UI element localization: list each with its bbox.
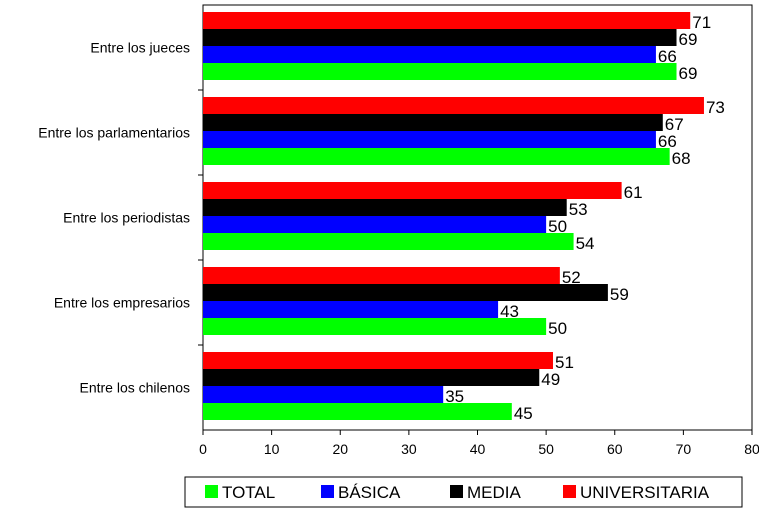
bar-universitaria xyxy=(203,182,622,199)
data-label: 73 xyxy=(706,98,725,117)
x-tick-label: 80 xyxy=(744,441,759,457)
data-label: 66 xyxy=(658,132,677,151)
bar-universitaria xyxy=(203,97,704,114)
data-label: 71 xyxy=(692,13,711,32)
data-label: 66 xyxy=(658,47,677,66)
bar-básica xyxy=(203,131,656,148)
data-label: 53 xyxy=(569,200,588,219)
bar-básica xyxy=(203,46,656,63)
legend-label: BÁSICA xyxy=(338,483,401,502)
data-label: 69 xyxy=(679,30,698,49)
data-label: 43 xyxy=(500,302,519,321)
bar-universitaria xyxy=(203,12,691,29)
data-label: 69 xyxy=(679,64,698,83)
data-label: 51 xyxy=(555,353,574,372)
bars xyxy=(203,12,704,420)
legend-label: TOTAL xyxy=(222,483,275,502)
data-label: 52 xyxy=(562,268,581,287)
x-tick-label: 30 xyxy=(401,441,417,457)
legend: TOTAL BÁSICA MEDIA UNIVERSITARIA xyxy=(184,476,743,508)
category-label: Entre los parlamentarios xyxy=(38,125,190,141)
data-label: 54 xyxy=(576,234,595,253)
bar-total xyxy=(203,233,574,250)
bar-total xyxy=(203,148,670,165)
bar-básica xyxy=(203,386,444,403)
bar-media xyxy=(203,114,663,131)
x-tick-label: 0 xyxy=(199,441,207,457)
bar-media xyxy=(203,369,540,386)
x-tick-label: 20 xyxy=(332,441,348,457)
data-label: 61 xyxy=(624,183,643,202)
bar-total xyxy=(203,63,677,80)
bar-media xyxy=(203,199,567,216)
data-label: 49 xyxy=(541,370,560,389)
bar-media xyxy=(203,284,608,301)
x-tick-label: 70 xyxy=(676,441,692,457)
bar-básica xyxy=(203,216,547,233)
legend-label: MEDIA xyxy=(467,483,522,502)
category-label: Entre los jueces xyxy=(90,40,190,56)
data-label: 35 xyxy=(445,387,464,406)
bar-media xyxy=(203,29,677,46)
x-tick-label: 60 xyxy=(607,441,623,457)
bar-total xyxy=(203,403,512,420)
bar-total xyxy=(203,318,547,335)
data-label: 67 xyxy=(665,115,684,134)
category-labels: Entre los jueces Entre los parlamentarios… xyxy=(38,40,190,396)
data-label: 45 xyxy=(514,404,533,423)
legend-swatch xyxy=(321,485,334,498)
data-label: 50 xyxy=(548,217,567,236)
bar-universitaria xyxy=(203,352,553,369)
bar-básica xyxy=(203,301,499,318)
category-label: Entre los chilenos xyxy=(79,380,190,396)
data-label: 59 xyxy=(610,285,629,304)
legend-box xyxy=(184,476,743,508)
category-label: Entre los empresarios xyxy=(54,295,190,311)
category-label: Entre los periodistas xyxy=(63,210,190,226)
x-tick-label: 50 xyxy=(538,441,554,457)
x-tick-label: 10 xyxy=(264,441,280,457)
x-tick-label: 40 xyxy=(470,441,486,457)
legend-swatch xyxy=(563,485,576,498)
data-label: 68 xyxy=(672,149,691,168)
bar-universitaria xyxy=(203,267,560,284)
legend-swatch xyxy=(450,485,463,498)
legend-swatch xyxy=(205,485,218,498)
data-label: 50 xyxy=(548,319,567,338)
legend-label: UNIVERSITARIA xyxy=(580,483,710,502)
x-axis: 0 10 20 30 40 50 60 70 80 xyxy=(198,89,759,457)
